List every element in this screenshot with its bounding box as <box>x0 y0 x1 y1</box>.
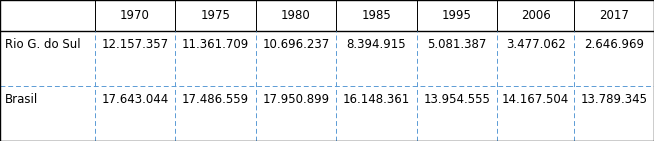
Text: 13.954.555: 13.954.555 <box>423 93 490 106</box>
Text: 3.477.062: 3.477.062 <box>506 38 566 51</box>
Text: 2017: 2017 <box>599 9 629 22</box>
Text: 1995: 1995 <box>442 9 472 22</box>
Text: 14.167.504: 14.167.504 <box>502 93 569 106</box>
Text: 1975: 1975 <box>201 9 230 22</box>
Text: 1970: 1970 <box>120 9 150 22</box>
Text: 2.646.969: 2.646.969 <box>584 38 644 51</box>
Text: 1985: 1985 <box>362 9 391 22</box>
Text: Rio G. do Sul: Rio G. do Sul <box>5 38 80 51</box>
Text: Brasil: Brasil <box>5 93 38 106</box>
Text: 8.394.915: 8.394.915 <box>347 38 406 51</box>
Text: 11.361.709: 11.361.709 <box>182 38 249 51</box>
Text: 17.950.899: 17.950.899 <box>262 93 330 106</box>
Text: 2006: 2006 <box>521 9 551 22</box>
Text: 12.157.357: 12.157.357 <box>101 38 169 51</box>
Text: 5.081.387: 5.081.387 <box>427 38 487 51</box>
Text: 1980: 1980 <box>281 9 311 22</box>
Text: 17.486.559: 17.486.559 <box>182 93 249 106</box>
Text: 10.696.237: 10.696.237 <box>262 38 330 51</box>
Text: 16.148.361: 16.148.361 <box>343 93 410 106</box>
Text: 17.643.044: 17.643.044 <box>101 93 169 106</box>
Text: 13.789.345: 13.789.345 <box>581 93 647 106</box>
